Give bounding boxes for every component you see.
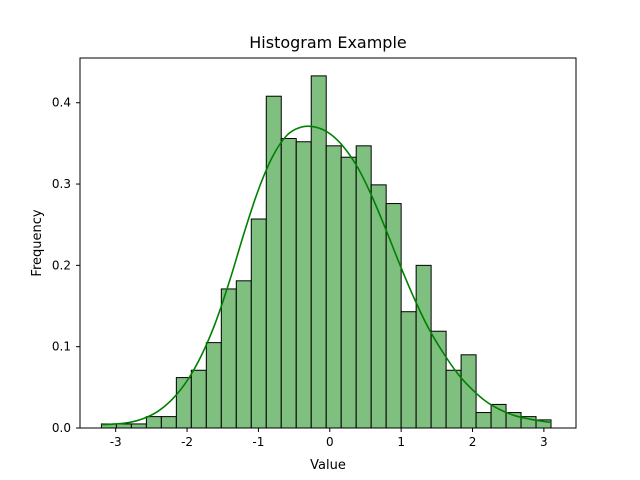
y-axis-label: Frequency [30,209,45,276]
plot-frame [79,57,577,429]
x-tick-label: 3 [540,435,548,449]
x-axis-ticks: -3 -2 -1 0 1 2 3 [110,428,548,449]
histogram-bar [220,288,237,429]
kde-curve [101,125,552,426]
histogram-bars [100,75,552,429]
chart-title: Histogram Example [249,33,407,52]
histogram-bar [190,369,207,429]
histogram-bar [280,138,297,429]
histogram-bar [340,156,357,429]
y-tick-label: 0.3 [52,177,71,191]
x-axis-label: Value [310,458,346,473]
y-axis-ticks: 0.0 0.1 0.2 0.3 0.4 [52,96,80,435]
x-tick-label: 2 [469,435,477,449]
y-tick-label: 0.4 [52,96,71,110]
histogram-bar [130,423,147,429]
histogram-bar [115,423,132,429]
histogram-bar [250,218,267,429]
histogram-bar [370,184,387,429]
histogram-bar [325,145,342,429]
histogram-bar [145,416,162,429]
x-tick-label: 0 [326,435,334,449]
histogram-bar [205,342,222,429]
y-tick-label: 0.0 [52,421,71,435]
y-tick-label: 0.2 [52,258,71,272]
x-tick-label: -3 [110,435,122,449]
histogram-bar [235,280,252,429]
histogram-bar [490,403,507,429]
histogram-bar [160,416,177,429]
y-tick-label: 0.1 [52,340,71,354]
histogram-bar [445,369,462,429]
kde-curve-layer [101,125,552,426]
x-tick-label: -2 [181,435,193,449]
histogram-bar [295,141,312,429]
histogram-bar [400,311,417,429]
histogram-bar [415,264,432,429]
x-tick-label: -1 [252,435,264,449]
x-tick-label: 1 [397,435,405,449]
histogram-bar [475,412,492,429]
